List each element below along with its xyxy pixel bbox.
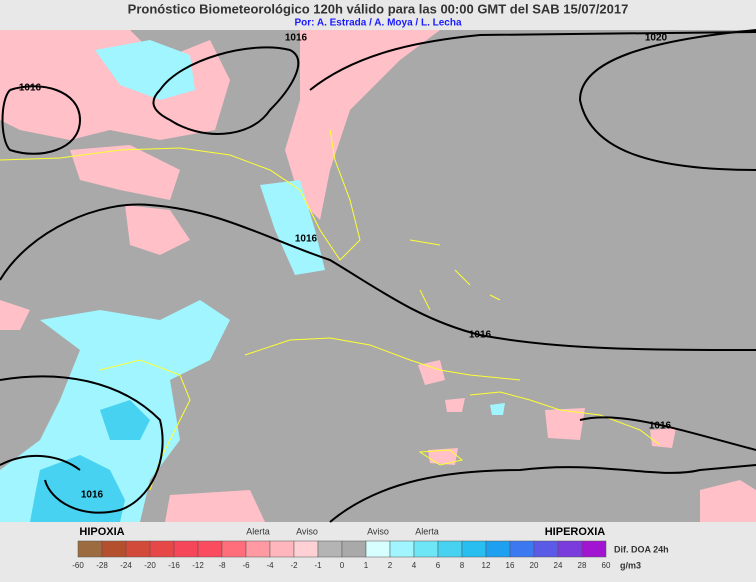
tick-label: -6 (242, 561, 250, 570)
color-box (413, 540, 439, 558)
zone-label: Aviso (296, 526, 318, 536)
color-box (509, 540, 535, 558)
color-box (581, 540, 607, 558)
tick-label: -8 (218, 561, 226, 570)
tick-label: 28 (578, 561, 587, 570)
isobar-label: 1020 (645, 33, 668, 44)
isobar-labels: 1016 1020 1016 1016 1016 1016 1016 (19, 33, 672, 501)
isobar-label: 1016 (19, 83, 42, 94)
title: Pronóstico Biometeorológico 120h válido … (128, 1, 629, 16)
tick-label: 20 (530, 561, 539, 570)
color-box (149, 540, 175, 558)
color-box (101, 540, 127, 558)
color-box (533, 540, 559, 558)
tick-label: -24 (120, 561, 132, 570)
tick-label: 8 (460, 561, 465, 570)
hypoxia-areas (0, 30, 756, 522)
isobar-label: 1016 (469, 330, 492, 341)
tick-label: 6 (436, 561, 441, 570)
color-box (341, 540, 367, 558)
zone-label: Alerta (415, 526, 439, 536)
color-box (269, 540, 295, 558)
color-box (293, 540, 319, 558)
color-box (197, 540, 223, 558)
color-box (461, 540, 487, 558)
color-box (485, 540, 511, 558)
tick-label: 12 (482, 561, 491, 570)
tick-label: -2 (290, 561, 298, 570)
tick-label: 16 (506, 561, 515, 570)
variable-label: Dif. DOA 24h (614, 544, 669, 554)
colorbar-legend: -60 -28 -24 -20 -16 -12 -8 -6 -4 -2 -1 0 1 2 4 6 8 12 16 20… (72, 526, 668, 570)
color-box (245, 540, 271, 558)
color-box (557, 540, 583, 558)
unit-label: g/m3 (620, 560, 641, 570)
color-box (125, 540, 151, 558)
credits: Por: A. Estrada / A. Moya / L. Lecha (294, 18, 462, 29)
isobar-label: 1016 (81, 490, 104, 501)
tick-label: -4 (266, 561, 274, 570)
tick-label: 1 (364, 561, 369, 570)
map: 1016 1020 1016 1016 1016 1016 1016 (0, 29, 756, 523)
color-box (173, 540, 199, 558)
tick-label: -20 (144, 561, 156, 570)
color-box (221, 540, 247, 558)
tick-label: 4 (412, 561, 417, 570)
isobar-label: 1016 (295, 234, 318, 245)
tick-label: 60 (602, 561, 611, 570)
tick-label: 2 (388, 561, 393, 570)
isobars (0, 29, 756, 523)
color-box (365, 540, 391, 558)
isobar-label: 1016 (649, 421, 672, 432)
hypoxia-label: HIPOXIA (79, 526, 124, 538)
tick-label: -16 (168, 561, 180, 570)
strong-hyperoxia-areas (30, 400, 150, 522)
tick-label: -60 (72, 561, 84, 570)
tick-label: -28 (96, 561, 108, 570)
color-box (437, 540, 463, 558)
color-box (317, 540, 343, 558)
color-box (389, 540, 415, 558)
tick-label: -1 (314, 561, 322, 570)
tick-label: 0 (340, 561, 345, 570)
isobar-label: 1016 (285, 33, 308, 44)
zone-label: Aviso (367, 526, 389, 536)
tick-label: -12 (192, 561, 204, 570)
hyperoxia-label: HIPEROXIA (545, 526, 606, 538)
color-box (77, 540, 103, 558)
zone-label: Alerta (246, 526, 270, 536)
tick-label: 24 (554, 561, 563, 570)
